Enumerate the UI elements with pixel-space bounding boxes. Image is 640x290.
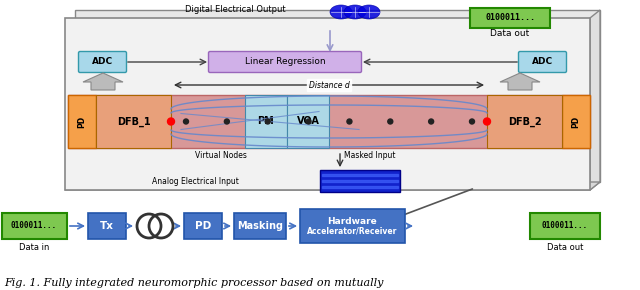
Bar xyxy=(300,209,405,243)
Text: Distance d: Distance d xyxy=(308,81,349,90)
Ellipse shape xyxy=(330,5,352,19)
Text: Analog Electrical Input: Analog Electrical Input xyxy=(152,177,239,186)
Text: 0100011...: 0100011... xyxy=(11,222,57,231)
Text: DFB_1: DFB_1 xyxy=(116,116,150,127)
Text: ADC: ADC xyxy=(92,57,113,66)
Text: 0100011...: 0100011... xyxy=(542,222,588,231)
Bar xyxy=(184,213,222,239)
Circle shape xyxy=(470,119,474,124)
Bar xyxy=(245,95,287,148)
Circle shape xyxy=(347,119,352,124)
Bar xyxy=(530,213,600,239)
Text: Masked Input: Masked Input xyxy=(344,151,396,160)
Text: Data out: Data out xyxy=(490,28,530,37)
Polygon shape xyxy=(500,73,540,90)
Circle shape xyxy=(225,119,229,124)
Ellipse shape xyxy=(344,5,366,19)
Text: Masking: Masking xyxy=(237,221,283,231)
Circle shape xyxy=(429,119,434,124)
Circle shape xyxy=(168,118,175,125)
Bar xyxy=(2,213,67,239)
FancyBboxPatch shape xyxy=(470,8,550,28)
Text: Fig. 1. Fully integrated neuromorphic processor based on mutually: Fig. 1. Fully integrated neuromorphic pr… xyxy=(4,278,383,288)
Bar xyxy=(287,95,329,148)
Text: Hardware: Hardware xyxy=(328,218,378,226)
Circle shape xyxy=(306,119,311,124)
Text: Virtual Nodes: Virtual Nodes xyxy=(195,151,247,160)
Polygon shape xyxy=(65,182,600,190)
Polygon shape xyxy=(590,10,600,190)
Text: Accelerator/Receiver: Accelerator/Receiver xyxy=(307,226,397,235)
Bar xyxy=(562,95,590,148)
Text: PD: PD xyxy=(572,115,580,128)
Circle shape xyxy=(265,119,270,124)
Text: Tx: Tx xyxy=(100,221,114,231)
Bar xyxy=(234,213,286,239)
Text: Linear Regression: Linear Regression xyxy=(244,57,325,66)
Text: PD: PD xyxy=(195,221,211,231)
Bar xyxy=(96,95,171,148)
FancyBboxPatch shape xyxy=(79,52,127,72)
Text: DFB_2: DFB_2 xyxy=(508,116,541,127)
Bar xyxy=(68,95,590,148)
Bar xyxy=(320,170,400,192)
Bar xyxy=(65,18,590,190)
Bar xyxy=(487,95,562,148)
Text: ADC: ADC xyxy=(532,57,553,66)
Circle shape xyxy=(184,119,189,124)
Text: Digital Electrical Output: Digital Electrical Output xyxy=(185,6,285,14)
Text: PM: PM xyxy=(258,117,275,126)
FancyBboxPatch shape xyxy=(518,52,566,72)
Bar xyxy=(88,213,126,239)
Text: Data out: Data out xyxy=(547,242,583,251)
Text: VOA: VOA xyxy=(296,117,319,126)
FancyBboxPatch shape xyxy=(209,52,362,72)
Circle shape xyxy=(388,119,393,124)
Polygon shape xyxy=(83,73,123,90)
Text: 0100011...: 0100011... xyxy=(485,14,535,23)
Bar xyxy=(68,95,96,148)
Text: PD: PD xyxy=(77,115,86,128)
Ellipse shape xyxy=(358,5,380,19)
Text: Data in: Data in xyxy=(19,242,49,251)
Circle shape xyxy=(483,118,490,125)
Polygon shape xyxy=(75,10,600,182)
